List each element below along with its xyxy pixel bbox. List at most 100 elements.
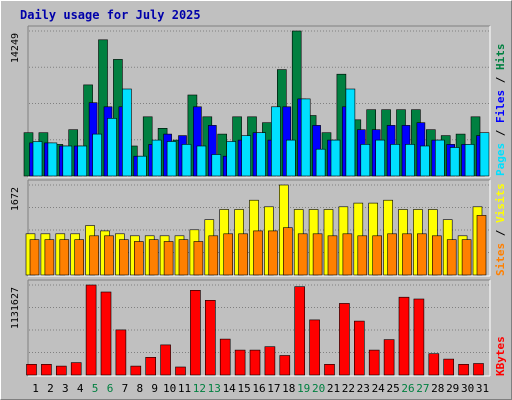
chart-title: Daily usage for July 2025 (20, 8, 201, 22)
bar-pages-day-18 (285, 139, 296, 177)
day-label-18: 18 (282, 382, 295, 395)
day-label-10: 10 (163, 382, 176, 395)
bar-pages-day-21 (330, 139, 341, 177)
y-max-label: 14249 (10, 33, 21, 63)
bar-pages-day-4 (77, 145, 87, 177)
bar-pages-day-31 (479, 132, 490, 177)
bar-sites-day-14 (223, 233, 233, 276)
day-label-5: 5 (92, 382, 99, 395)
bar-sites-day-27 (417, 233, 427, 276)
bar-pages-day-27 (420, 145, 430, 177)
bar-sites-day-4 (74, 239, 84, 276)
bar-sites-day-9 (148, 239, 159, 276)
bar-kbytes-day-10 (160, 344, 171, 376)
bar-kbytes-day-21 (324, 363, 335, 376)
bar-kbytes-day-30 (458, 363, 469, 376)
bar-pages-day-23 (360, 144, 371, 177)
day-label-3: 3 (62, 382, 69, 395)
bar-pages-day-26 (405, 144, 415, 177)
bar-kbytes-day-12 (190, 289, 201, 376)
bar-sites-day-5 (89, 235, 99, 276)
legend-item-hits: Hits (494, 44, 507, 71)
bar-kbytes-day-29 (443, 358, 455, 376)
day-label-27: 27 (416, 382, 429, 395)
bar-sites-day-1 (29, 239, 40, 276)
day-label-15: 15 (237, 382, 250, 395)
bar-pages-day-5 (92, 133, 102, 177)
bar-sites-day-24 (372, 235, 383, 276)
day-label-25: 25 (386, 382, 399, 395)
bar-sites-day-18 (282, 227, 293, 276)
y-max-label: 1672 (10, 187, 21, 211)
legend-3: KBytes (494, 336, 507, 376)
bar-sites-day-12 (193, 241, 204, 276)
day-label-20: 20 (312, 382, 325, 395)
bar-pages-day-7 (122, 88, 132, 177)
bar-kbytes-day-9 (145, 356, 156, 376)
day-label-22: 22 (342, 382, 355, 395)
chart-panel-3: 1131627 KBytes (10, 279, 507, 377)
day-label-16: 16 (252, 382, 265, 395)
bar-sites-day-31 (476, 215, 487, 276)
bar-pages-day-3 (62, 145, 73, 177)
bar-sites-day-10 (163, 241, 174, 276)
bar-kbytes-day-5 (85, 284, 97, 376)
legend-item-pages: Pages (494, 143, 507, 176)
day-label-14: 14 (223, 382, 237, 395)
bar-sites-day-29 (446, 239, 457, 276)
day-label-6: 6 (107, 382, 114, 395)
bar-pages-day-9 (151, 139, 162, 177)
bar-pages-day-14 (226, 141, 236, 177)
day-label-12: 12 (193, 382, 206, 395)
legend-item-visits: Visits (494, 183, 507, 223)
bar-sites-day-13 (208, 235, 219, 276)
bar-pages-day-30 (464, 144, 475, 177)
bar-kbytes-day-7 (115, 329, 127, 376)
bar-kbytes-day-22 (339, 303, 350, 376)
bar-sites-day-28 (431, 235, 442, 276)
legend-2: Sites / Visits (494, 183, 507, 276)
bar-kbytes-day-8 (130, 365, 142, 376)
legend-separator: / (494, 70, 507, 90)
bar-sites-day-20 (312, 233, 323, 276)
day-label-9: 9 (151, 382, 158, 395)
bar-kbytes-day-26 (398, 296, 410, 376)
bar-kbytes-day-24 (368, 349, 380, 376)
bar-kbytes-day-14 (219, 338, 231, 376)
bar-kbytes-day-2 (41, 363, 52, 376)
bar-sites-day-21 (327, 235, 338, 276)
bar-pages-day-24 (375, 139, 386, 177)
bar-pages-day-13 (211, 154, 222, 177)
day-label-26: 26 (401, 382, 414, 395)
bar-pages-day-6 (107, 118, 117, 177)
chart-panel-2: 1672 Sites / Visits (10, 179, 507, 277)
day-label-24: 24 (372, 382, 386, 395)
legend-item-files: Files (494, 90, 507, 123)
day-label-29: 29 (446, 382, 459, 395)
bar-sites-day-15 (238, 233, 248, 276)
chart-panel-1: 14249 Pages / Files / Hits (10, 25, 507, 178)
bar-pages-day-2 (47, 142, 58, 177)
bar-pages-day-8 (137, 155, 147, 177)
day-label-19: 19 (297, 382, 310, 395)
day-label-1: 1 (32, 382, 39, 395)
y-max-label: 1131627 (10, 287, 21, 329)
bar-sites-day-6 (104, 235, 114, 276)
day-label-21: 21 (327, 382, 340, 395)
day-label-2: 2 (47, 382, 54, 395)
bar-sites-day-22 (342, 233, 353, 276)
day-label-11: 11 (178, 382, 191, 395)
bar-pages-day-17 (271, 106, 281, 177)
bar-pages-day-22 (345, 88, 356, 177)
bar-kbytes-day-17 (264, 346, 276, 376)
bar-pages-day-25 (390, 144, 400, 177)
legend-item-sites: Sites (494, 243, 507, 276)
bar-kbytes-day-23 (353, 320, 365, 376)
bar-sites-day-3 (59, 239, 70, 276)
bar-sites-day-8 (134, 241, 144, 276)
bar-kbytes-day-28 (428, 353, 440, 376)
bar-sites-day-7 (119, 239, 129, 276)
bar-pages-day-10 (166, 141, 177, 177)
day-label-4: 4 (77, 382, 84, 395)
legend-separator: / (494, 223, 507, 243)
